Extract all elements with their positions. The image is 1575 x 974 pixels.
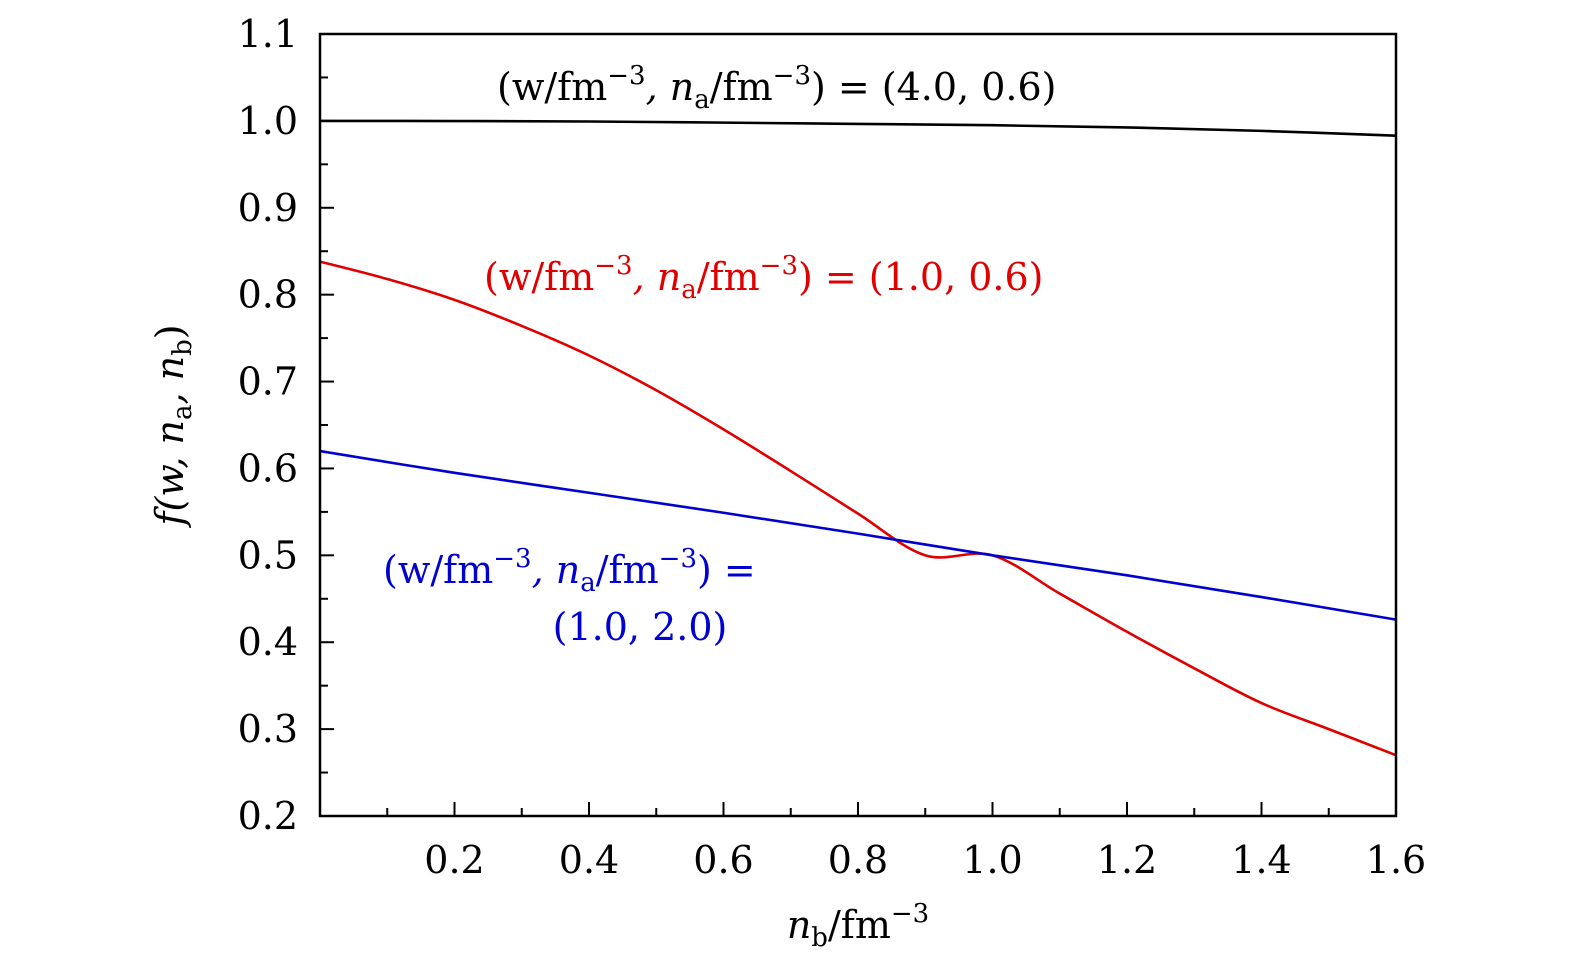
series-label-blue-line2: (1.0, 2.0)	[553, 605, 728, 649]
x-tick-label: 1.6	[1366, 838, 1426, 882]
plot-frame	[318, 32, 1398, 818]
y-tick-label: 1.1	[238, 12, 298, 56]
series-label-red: (w/fm−3, na/fm−3) = (1.0, 0.6)	[484, 251, 1043, 305]
x-tick-label: 0.8	[828, 838, 888, 882]
x-tick-label: 1.0	[962, 838, 1022, 882]
y-tick-label: 1.0	[238, 99, 298, 143]
series-line-black	[319, 119, 1397, 137]
y-tick-label: 0.6	[238, 446, 298, 490]
axis-ticks: 0.2 0.4 0.6 0.8 1.0 1.2 1.4 1.6 0.2 0.3 0.4 0.5 0.6 0…	[238, 12, 1427, 882]
y-tick-label: 0.2	[238, 794, 298, 838]
x-tick-label: 1.4	[1231, 838, 1291, 882]
y-tick-label: 0.8	[238, 273, 298, 317]
x-axis-label: nb/fm−3	[787, 899, 929, 953]
series-line-red	[319, 260, 1397, 757]
series-line-blue	[319, 449, 1397, 621]
y-tick-label: 0.4	[238, 620, 298, 664]
x-tick-label: 0.4	[559, 838, 619, 882]
x-tick-label: 0.6	[693, 838, 753, 882]
y-tick-label: 0.3	[238, 707, 298, 751]
y-tick-label: 0.9	[238, 186, 298, 230]
y-axis-label: f(w, na, nb)	[148, 324, 198, 528]
series-lines	[319, 119, 1397, 757]
y-tick-label: 0.7	[238, 360, 298, 404]
x-tick-label: 1.2	[1097, 838, 1157, 882]
series-label-black: (w/fm−3, na/fm−3) = (4.0, 0.6)	[497, 61, 1056, 115]
series-label-blue: (w/fm−3, na/fm−3) =	[383, 544, 756, 598]
y-tick-label: 0.5	[238, 533, 298, 577]
x-tick-label: 0.2	[424, 838, 484, 882]
